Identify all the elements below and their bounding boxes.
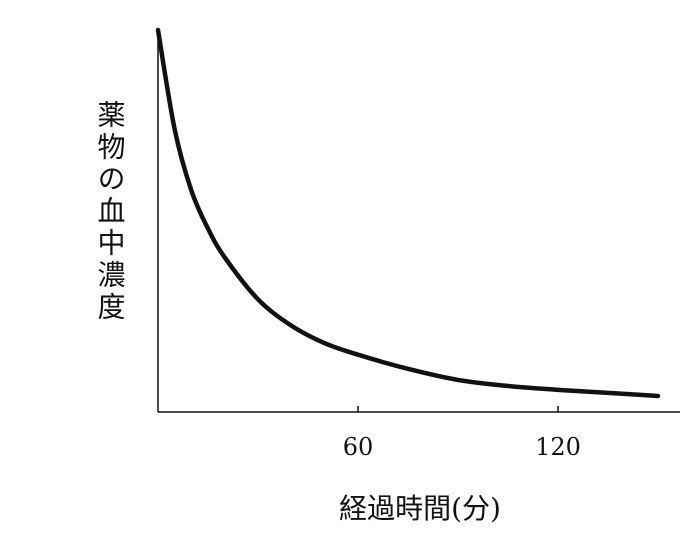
x-tick-label: 60: [343, 433, 374, 461]
concentration-curve: [155, 27, 661, 399]
x-axis-label: 経過時間(分): [339, 492, 501, 525]
x-tick-label: 120: [535, 433, 581, 461]
y-axis-label: 薬物の血中濃度: [94, 100, 127, 324]
